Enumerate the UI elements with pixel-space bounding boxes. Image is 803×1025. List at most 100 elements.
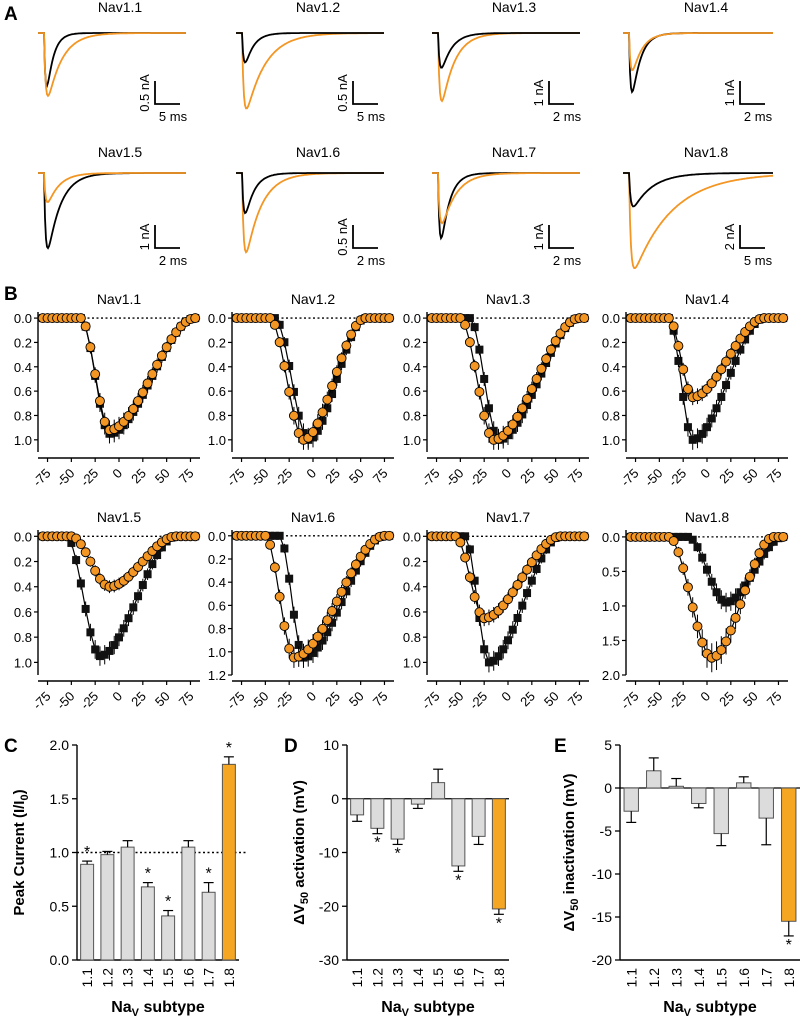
- control-point: [138, 581, 147, 590]
- treated-point: [725, 348, 736, 359]
- y-tick-label: 2.0: [50, 737, 70, 753]
- treated-point: [190, 313, 201, 324]
- x-tick-label: -50: [54, 689, 78, 713]
- y-tick-label: 1.0: [14, 655, 32, 670]
- x-tick-label: 1.1: [79, 968, 95, 988]
- treated-point: [668, 321, 679, 332]
- x-tick-label: 25: [716, 466, 737, 487]
- scale-bar-x-label: 5 ms: [744, 253, 773, 268]
- y-tick-label: 0.0: [14, 529, 32, 544]
- control-point: [722, 381, 731, 390]
- treated-point: [503, 594, 513, 605]
- treated-point: [678, 563, 689, 574]
- panel-label-d: D: [284, 736, 298, 757]
- trace-title: Nav1.4: [684, 0, 729, 15]
- treated-point: [317, 623, 328, 634]
- control-point: [755, 557, 764, 566]
- control-point: [523, 589, 532, 598]
- treated-point: [460, 319, 471, 330]
- treated-trace: [623, 172, 774, 270]
- treated-point: [99, 416, 110, 427]
- x-tick-label: 1.1: [349, 968, 365, 988]
- significance-marker: *: [455, 872, 461, 889]
- control-point: [470, 576, 479, 585]
- control-trace: [432, 172, 580, 241]
- y-tick-label: 1.0: [602, 433, 620, 448]
- treated-point: [85, 556, 96, 567]
- control-point: [143, 570, 152, 579]
- control-point: [731, 356, 740, 365]
- significance-marker: *: [374, 835, 380, 852]
- y-tick-label: 0.8: [14, 408, 32, 423]
- control-point: [683, 423, 692, 432]
- bar-1.8: [781, 787, 797, 922]
- y-axis-label: ΔV50 activation (mV): [291, 780, 311, 925]
- control-point: [289, 610, 298, 619]
- control-point: [72, 556, 81, 565]
- x-tick-label: 1.6: [180, 968, 196, 988]
- bar-1.5: [431, 782, 446, 800]
- control-point: [470, 323, 479, 332]
- treated-point: [754, 548, 765, 559]
- treated-point: [579, 313, 590, 324]
- panel-b-iv-curves: Nav1.10.00.20.40.60.81.0-75 -50 -25 0 25 50 75…: [14, 291, 789, 713]
- x-tick-label: 50: [152, 689, 173, 710]
- control-point: [703, 565, 711, 574]
- x-tick-label: 0: [303, 466, 319, 482]
- treated-trace: [38, 172, 186, 203]
- treated-point: [80, 321, 91, 332]
- treated-point: [147, 369, 158, 380]
- x-axis-label-text: Na: [663, 999, 684, 1016]
- treated-point: [274, 337, 285, 348]
- x-axis-label: NaV subtype: [111, 999, 205, 1019]
- trace-title: Nav1.1: [98, 0, 143, 15]
- x-tick-label: 1.6: [736, 968, 752, 988]
- control-point: [119, 624, 128, 633]
- treated-point: [265, 539, 276, 550]
- y-tick-label: 0.0: [14, 311, 32, 326]
- treated-point: [673, 340, 684, 351]
- y-tick-label: 10: [323, 737, 339, 753]
- scale-bar: [154, 225, 180, 249]
- control-point: [722, 598, 731, 607]
- bar-1.2: [370, 798, 385, 829]
- panel-e-inactivation-chart: 50-5-10-15-201.1 1.2 1.3 1.4 1.5 1.6 1.7*1.8Na…: [561, 737, 800, 1019]
- treated-point: [384, 313, 395, 324]
- treated-point: [730, 612, 741, 623]
- bar-1.4: [410, 798, 425, 805]
- y-tick-label: 1.0: [602, 599, 620, 614]
- treated-point: [90, 369, 101, 380]
- treated-point: [331, 596, 342, 607]
- iv-plot-title: Nav1.4: [685, 291, 730, 307]
- x-tick-label: 25: [517, 689, 538, 710]
- treated-point: [133, 396, 144, 406]
- y-axis-label: ΔV50 inactivation (mV): [561, 773, 581, 931]
- control-point: [484, 404, 493, 413]
- treated-point: [284, 643, 295, 654]
- treated-trace: [432, 172, 580, 225]
- x-tick-label: -50: [54, 466, 78, 490]
- treated-point: [137, 387, 148, 398]
- control-trace: [236, 32, 384, 64]
- treated-point: [350, 559, 361, 570]
- x-tick-label: -25: [77, 466, 101, 490]
- control-point: [81, 604, 90, 613]
- y-tick-label: 0.6: [14, 384, 32, 399]
- x-tick-label: 0: [303, 689, 319, 705]
- y-axis-label-end: inactivation (mV): [561, 773, 578, 898]
- panel-a-current-traces: Nav1.1 0.5 nA 5 ms Nav1.2 0.5 nA 5 ms Nav1.3 1 …: [38, 0, 774, 270]
- control-point: [674, 356, 683, 365]
- treated-point: [284, 386, 295, 397]
- x-tick-label: -25: [466, 466, 490, 490]
- scale-bar: [739, 81, 765, 105]
- y-axis-label-text: ΔV: [561, 911, 578, 932]
- x-tick-label: 75: [370, 689, 391, 710]
- bar-1.3: [390, 798, 405, 840]
- x-tick-label: 1.2: [369, 968, 385, 988]
- panel-label-e: E: [554, 736, 567, 757]
- control-point: [465, 545, 474, 554]
- bar-1.4: [140, 886, 155, 961]
- treated-point: [190, 531, 201, 542]
- x-tick-label: 50: [740, 689, 761, 710]
- y-tick-label: 0.2: [14, 335, 32, 350]
